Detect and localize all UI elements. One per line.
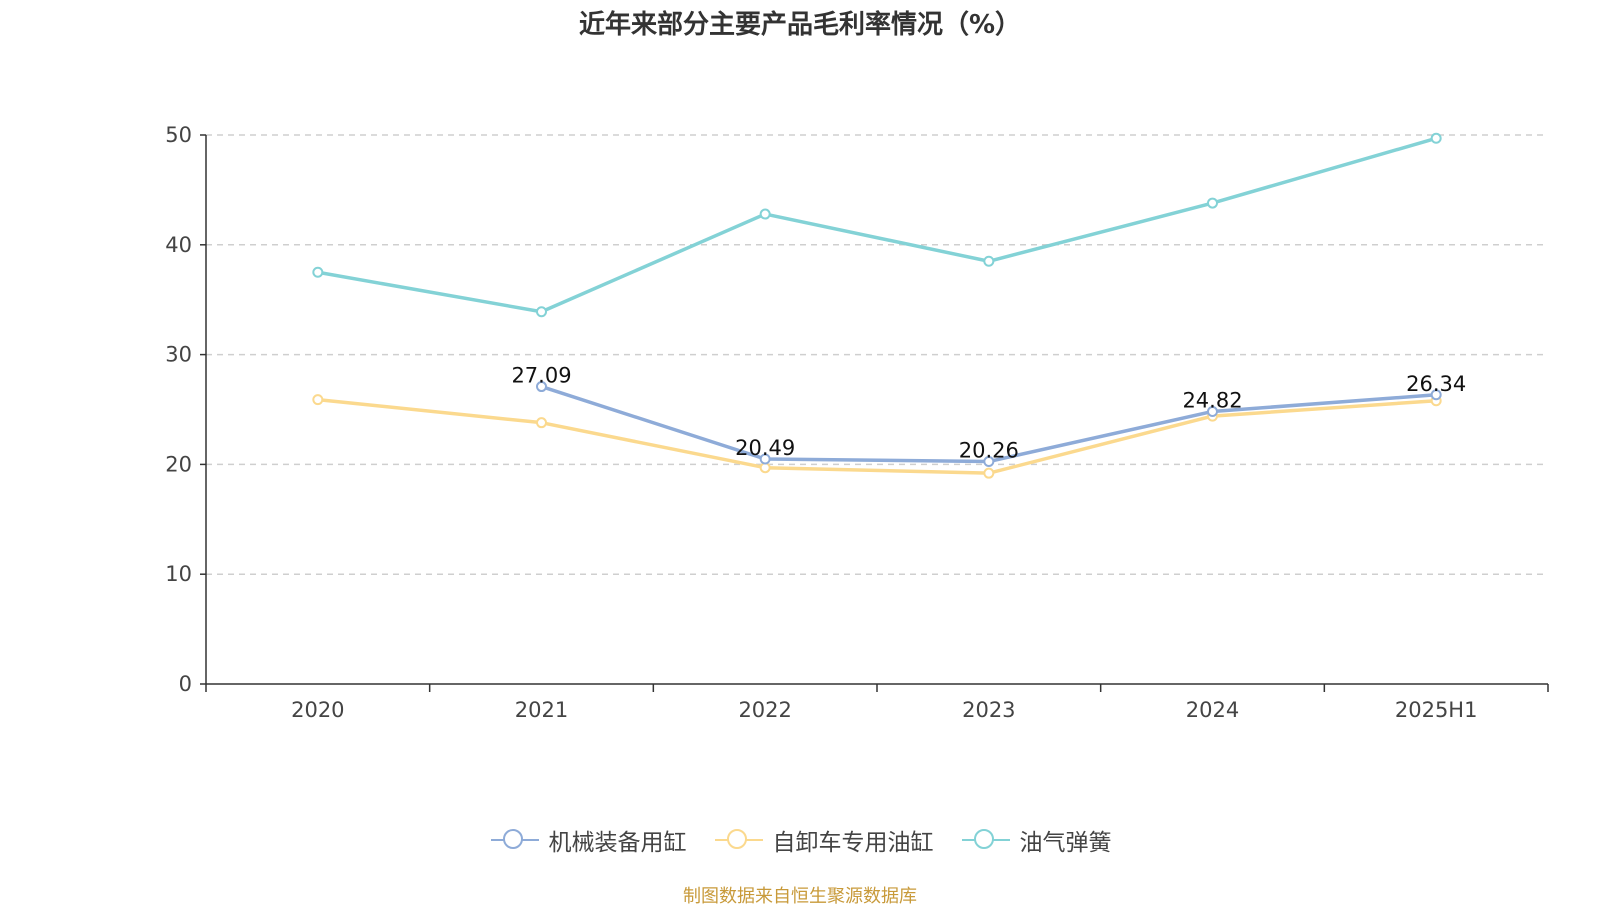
y-tick-label: 0 bbox=[179, 672, 192, 696]
x-tick-label: 2023 bbox=[962, 698, 1015, 722]
data-point bbox=[983, 255, 995, 267]
data-point bbox=[536, 417, 547, 429]
data-point bbox=[983, 456, 995, 468]
data-point bbox=[759, 453, 771, 465]
series-lines bbox=[312, 132, 1442, 479]
data-point bbox=[983, 467, 995, 479]
data-labels: 27.09 20.49 20.26 24.82 26.34 bbox=[511, 364, 1466, 463]
y-tick-label: 20 bbox=[165, 452, 192, 476]
x-tick-label: 2022 bbox=[738, 698, 791, 722]
legend-label: 油气弹簧 bbox=[1019, 830, 1112, 856]
grid-lines bbox=[206, 134, 1548, 575]
data-point bbox=[1430, 132, 1442, 144]
legend-label: 机械装备用缸 bbox=[548, 830, 687, 856]
y-tick-label: 40 bbox=[165, 233, 192, 257]
x-tick-label: 2025H1 bbox=[1395, 698, 1478, 722]
x-tick-label: 2020 bbox=[291, 698, 344, 722]
y-tick-label: 50 bbox=[165, 123, 192, 147]
series-line bbox=[317, 136, 1437, 314]
series-1 bbox=[536, 381, 1442, 468]
data-point bbox=[1430, 389, 1442, 401]
data-point bbox=[1207, 405, 1218, 417]
series-3 bbox=[312, 132, 1442, 318]
y-tick-label: 10 bbox=[165, 562, 192, 586]
data-point bbox=[536, 381, 547, 393]
source-note: 制图数据来自恒生聚源数据库 bbox=[683, 886, 917, 907]
data-point bbox=[1207, 197, 1218, 209]
series-line bbox=[317, 397, 1437, 475]
data-label: 27.09 bbox=[511, 364, 571, 388]
legend-label: 自卸车专用油缸 bbox=[772, 830, 934, 856]
data-point bbox=[312, 394, 324, 406]
legend-item[interactable]: 机械装备用缸 bbox=[489, 823, 687, 857]
data-label: 26.34 bbox=[1406, 372, 1466, 396]
data-label: 20.26 bbox=[959, 439, 1019, 463]
legend-marker-icon bbox=[960, 826, 1012, 854]
legend-item[interactable]: 油气弹簧 bbox=[960, 823, 1112, 857]
legend-marker-icon bbox=[489, 826, 541, 854]
x-tick-label: 2021 bbox=[515, 698, 568, 722]
x-tick-label: 2024 bbox=[1186, 698, 1239, 722]
y-tick-label: 30 bbox=[165, 343, 192, 367]
data-point bbox=[312, 266, 324, 278]
legend-item[interactable]: 自卸车专用油缸 bbox=[713, 823, 934, 857]
legend-marker-icon bbox=[713, 826, 765, 854]
data-label: 24.82 bbox=[1182, 388, 1242, 412]
legend: 机械装备用缸 自卸车专用油缸 油气弹簧 bbox=[0, 823, 1600, 857]
axes: 0 10 20 30 40 50 2020 2021 2022 2023 2024 2025H1 bbox=[165, 123, 1549, 722]
data-point bbox=[759, 462, 771, 474]
data-point bbox=[759, 208, 771, 220]
chart-title: 近年来部分主要产品毛利率情况（%） bbox=[578, 10, 1022, 40]
data-label: 20.49 bbox=[735, 436, 795, 460]
data-point bbox=[536, 306, 547, 318]
